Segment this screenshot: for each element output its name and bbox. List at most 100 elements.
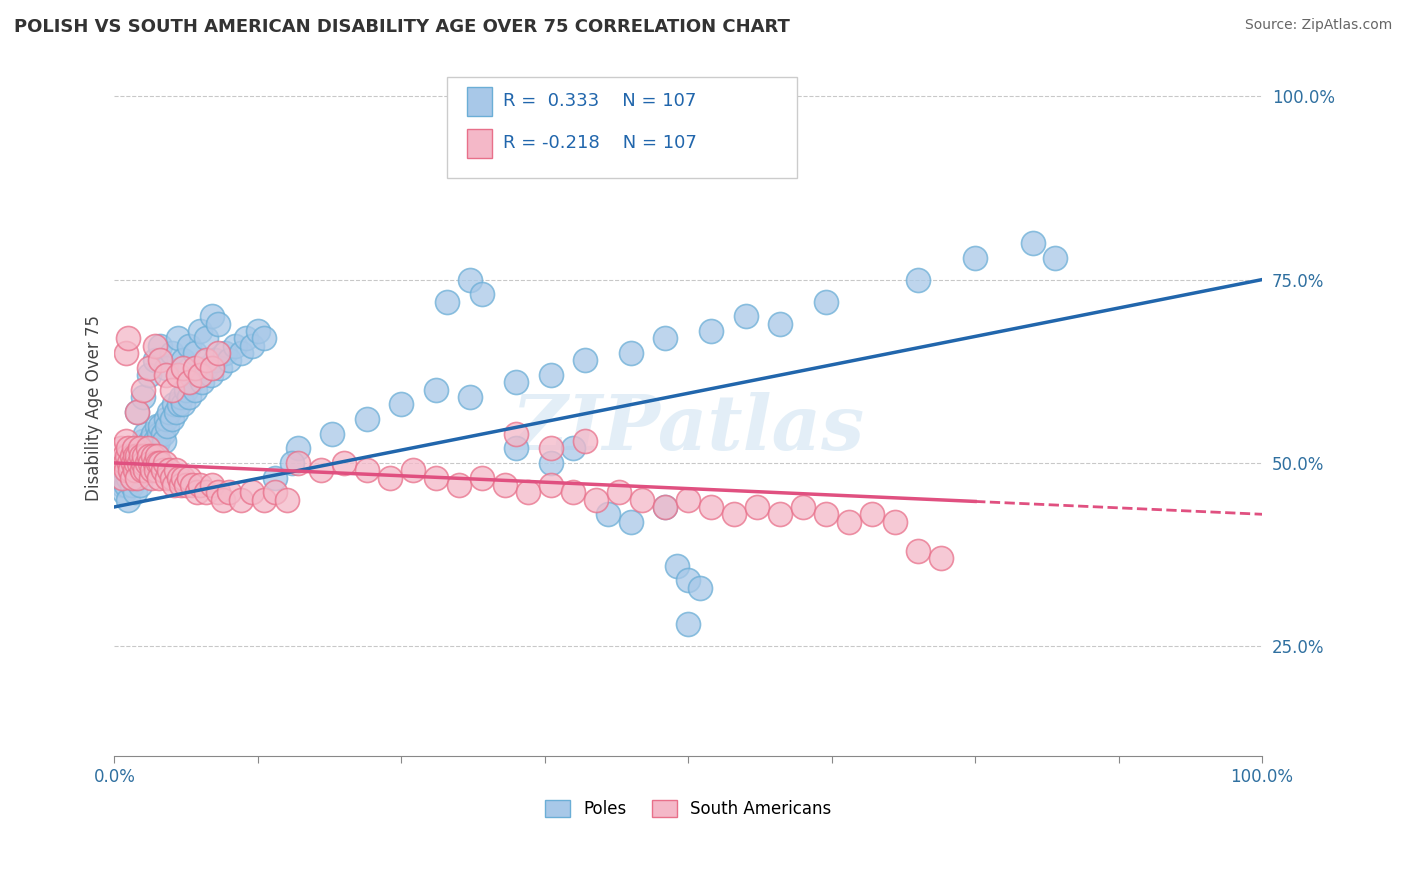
Point: [129, 442, 152, 456]
Point: [134, 426, 156, 441]
Point: [128, 463, 150, 477]
Point: [120, 463, 142, 477]
Point: [160, 470, 183, 484]
Point: [540, 368, 562, 382]
Point: [155, 412, 177, 426]
Point: [121, 456, 143, 470]
Point: [138, 360, 160, 375]
Point: [149, 419, 172, 434]
Point: [156, 419, 179, 434]
Point: [676, 574, 699, 588]
Point: [208, 360, 231, 375]
Point: [907, 272, 929, 286]
Point: [108, 470, 131, 484]
Point: [127, 470, 149, 484]
Point: [723, 508, 745, 522]
Point: [149, 456, 172, 470]
Point: [145, 442, 167, 456]
Point: [333, 456, 356, 470]
Point: [139, 456, 162, 470]
Point: [769, 508, 792, 522]
Point: [585, 492, 607, 507]
Point: [115, 449, 138, 463]
Point: [117, 492, 139, 507]
Y-axis label: Disability Age Over 75: Disability Age Over 75: [86, 315, 103, 501]
Point: [200, 368, 222, 382]
Point: [139, 442, 162, 456]
Point: [540, 456, 562, 470]
Point: [883, 515, 905, 529]
Point: [108, 456, 131, 470]
Point: [620, 515, 643, 529]
Point: [114, 463, 136, 477]
Point: [170, 390, 193, 404]
Point: [143, 456, 166, 470]
Point: [145, 463, 167, 477]
Point: [166, 331, 188, 345]
Point: [172, 470, 194, 484]
Point: [214, 346, 236, 360]
Point: [184, 346, 207, 360]
Point: [596, 508, 619, 522]
Point: [139, 434, 162, 448]
Point: [117, 442, 139, 456]
Point: [132, 456, 155, 470]
Point: [125, 463, 148, 477]
Point: [177, 376, 200, 390]
Point: [152, 434, 174, 448]
Point: [287, 456, 309, 470]
Point: [117, 470, 139, 484]
Point: [146, 434, 169, 448]
Point: [356, 463, 378, 477]
Point: [142, 426, 165, 441]
Point: [287, 442, 309, 456]
Point: [174, 478, 197, 492]
Point: [152, 463, 174, 477]
Point: [118, 456, 141, 470]
Text: R = -0.218    N = 107: R = -0.218 N = 107: [503, 134, 697, 153]
Point: [132, 434, 155, 448]
Point: [471, 287, 494, 301]
Point: [155, 368, 177, 382]
Point: [665, 558, 688, 573]
Point: [184, 360, 207, 375]
Point: [163, 397, 186, 411]
Point: [129, 449, 152, 463]
Point: [229, 492, 252, 507]
Point: [163, 478, 186, 492]
Point: [160, 412, 183, 426]
Point: [700, 324, 723, 338]
Point: [201, 360, 224, 375]
Point: [207, 485, 229, 500]
Point: [172, 360, 194, 375]
Point: [224, 338, 246, 352]
Point: [195, 485, 218, 500]
Point: [195, 331, 218, 345]
Point: [235, 331, 257, 345]
Point: [676, 617, 699, 632]
Point: [229, 346, 252, 360]
Point: [120, 463, 142, 477]
Point: [204, 353, 226, 368]
Point: [149, 338, 172, 352]
Point: [321, 426, 343, 441]
Point: [425, 383, 447, 397]
Point: [143, 353, 166, 368]
Point: [127, 470, 149, 484]
Point: [127, 449, 149, 463]
Point: [124, 449, 146, 463]
Point: [124, 463, 146, 477]
Point: [276, 492, 298, 507]
Point: [190, 376, 212, 390]
Point: [562, 485, 585, 500]
Point: [159, 463, 181, 477]
Point: [212, 492, 235, 507]
Point: [402, 463, 425, 477]
Bar: [467, 128, 492, 158]
Point: [860, 508, 883, 522]
Point: [128, 442, 150, 456]
Point: [165, 463, 187, 477]
Point: [160, 383, 183, 397]
Point: [159, 404, 181, 418]
Point: [252, 331, 274, 345]
